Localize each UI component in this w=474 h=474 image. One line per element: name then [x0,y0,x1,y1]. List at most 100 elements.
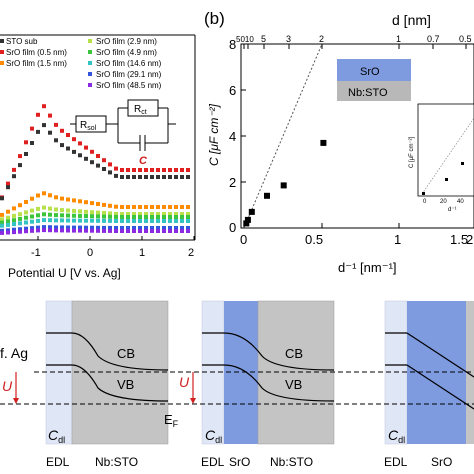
band-diagram-1: CB VB Cdl EDL Nb:STO [45,300,169,469]
curve-marker [78,218,82,223]
curve-marker [126,229,130,233]
cb-slope-3 [406,332,474,378]
legend-right: SrO film (2.9 nm) SrO film (4.9 nm) SrO … [88,37,162,90]
curve-marker [36,228,40,233]
curve-marker [84,200,88,205]
curve-marker [0,228,4,233]
curve-marker [150,168,154,172]
panel-b-ytick-4: 4 [229,129,236,144]
circuit-c-label: C [139,155,148,167]
curve-marker [156,226,160,230]
curve-marker [78,228,82,233]
inset-xtick-40: 40 [457,199,464,205]
curve-marker [108,218,112,223]
curve-marker [54,218,58,223]
curve-marker [186,226,190,230]
curve-marker [66,146,70,151]
curve-marker [114,173,118,178]
curve-marker [78,213,82,218]
curve-marker [186,229,190,233]
panel-a-xtick-1: 1 [139,247,145,259]
curve-marker [6,222,10,227]
curve-marker [114,166,118,171]
curve-marker [150,226,154,230]
inset-xtick-20: 20 [440,199,447,205]
curve-marker [120,226,124,230]
curve-marker [162,226,166,230]
curve-marker [66,228,70,233]
panel-b-xtick-2: 2 [466,232,473,247]
cdl-label-2: Cdl [205,427,222,445]
curve-marker [6,181,10,186]
circuit-rsol-label: Rsol [80,120,97,132]
curve-marker [60,208,64,213]
curve-marker [48,193,52,198]
curve-marker [72,213,76,218]
curve-marker [156,219,160,223]
curve-marker [0,223,4,228]
curve-marker [180,219,184,223]
curve-marker [0,217,4,222]
curve-marker [114,204,118,209]
curve-marker [6,228,10,233]
curve-marker [174,175,178,179]
curve-marker [36,112,40,117]
curve-marker [138,175,142,179]
curve-marker [6,209,10,214]
curve-marker [48,228,52,233]
left-u-label: U [2,378,13,394]
curve-marker [144,168,148,172]
ref-ag-label: f. Ag [0,345,28,361]
curve-marker [48,130,52,135]
ef-label: EF [164,412,179,429]
curve-marker [54,225,58,230]
cb-label-1: CB [117,346,135,361]
curve-marker [90,149,94,154]
curve-marker [174,226,178,230]
curve-marker [186,205,190,209]
layer-sro-label: SrO [360,66,380,78]
legend-sro-485: SrO film (48.5 nm) [96,81,162,90]
panel-b-y-ticks [241,43,246,229]
curve-marker [132,175,136,179]
curve-marker [6,185,10,190]
data-point [244,216,251,223]
panel-a: STO sub SrO film (0.5 nm) SrO film (1.5 … [0,34,196,280]
curve-marker [186,168,190,172]
curve-marker [156,212,160,216]
curve-marker [30,226,34,231]
curve-marker [132,205,136,209]
curve-marker [96,163,100,168]
curve-marker [132,219,136,223]
inset-point [422,192,425,195]
curve-marker [6,230,10,235]
curve-marker [102,228,106,233]
curve-marker [90,225,94,230]
curve-marker [42,212,46,217]
curve-marker [132,168,136,172]
curve-marker [24,140,28,145]
curve-marker [84,156,88,161]
bottom-edl-2: EDL [201,455,225,469]
curve-marker [114,226,118,230]
curve-marker [18,216,22,221]
curve-marker [150,215,154,219]
curve-marker [162,175,166,179]
bottom-edl-1: EDL [46,455,70,469]
bottom-sro-2: SrO [229,455,250,469]
data-point [248,208,255,215]
curve-marker [60,213,64,218]
curve-marker [18,203,22,208]
curve-marker [180,212,184,216]
panel-b-ytick-6: 6 [229,83,236,98]
curve-marker [168,219,172,223]
bottom-edl-3: EDL [384,455,408,469]
cdl-label-1: Cdl [48,427,65,445]
curve-marker [24,229,28,234]
panel-b-top-tick-07: 0.7 [427,34,440,44]
curve-marker [24,210,28,215]
curve-marker [90,201,94,206]
inset-point [461,162,464,165]
curve-marker [78,153,82,158]
